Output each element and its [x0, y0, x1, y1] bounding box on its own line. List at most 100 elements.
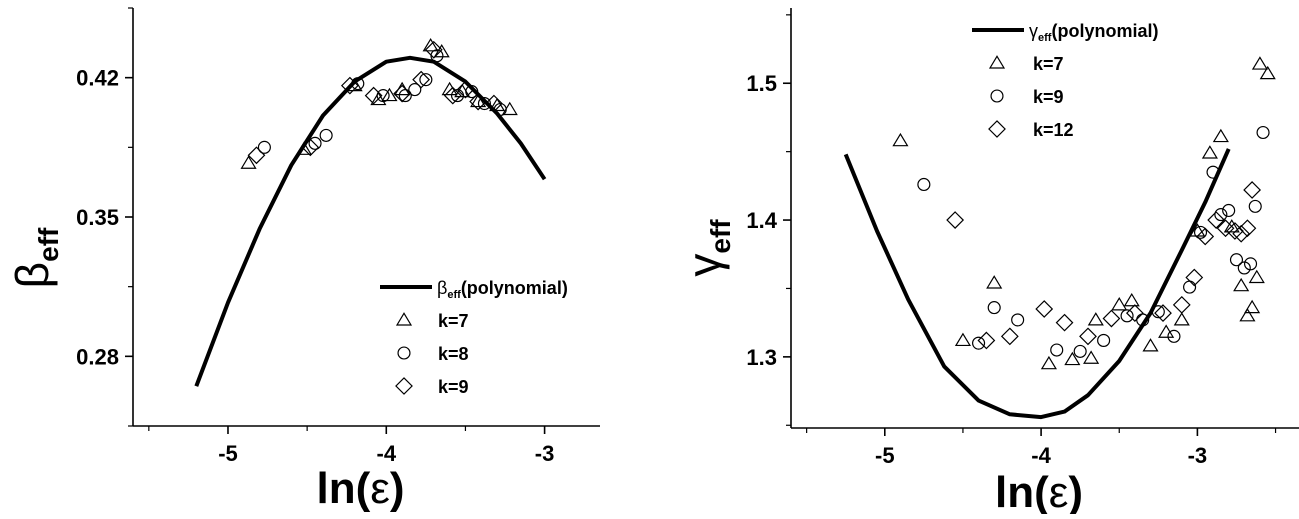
gamma-eff-chart: -5 -4 -31.31.41.5ln(ε)γeffγeff(polynomial)…: [678, 8, 1299, 517]
data-point-k-7: [1233, 277, 1250, 292]
y-axis-label-symbol: γ: [678, 254, 730, 277]
data-point-k-8: [419, 73, 433, 87]
data-point-k-12: [1226, 222, 1244, 240]
data-point-k-9: [364, 86, 383, 105]
data-point-k-12: [1079, 327, 1097, 346]
x-axis-label-paren: ): [1068, 468, 1083, 514]
y-tick-label: 1.5: [746, 71, 777, 96]
data-point-k-9: [917, 177, 931, 192]
y-axis-label-symbol: β: [6, 262, 58, 288]
data-point-k-7: [892, 132, 909, 147]
data-point-k-8: [465, 85, 479, 99]
data-point-k-8: [376, 89, 390, 103]
data-point-k-9: [485, 94, 503, 113]
data-point-k-7: [954, 332, 971, 347]
data-point-k-8: [450, 89, 465, 103]
data-point-k-8: [351, 77, 365, 91]
data-point-k-9: [301, 138, 320, 157]
legend-marker-k-8: [397, 346, 411, 360]
data-point-k-7: [1244, 299, 1261, 314]
data-point-k-9: [456, 80, 475, 99]
polynomial-fit-curve: [194, 55, 547, 387]
data-point-k-7: [240, 155, 257, 169]
data-point-k-9: [1243, 257, 1258, 271]
data-point-k-7: [1123, 292, 1140, 307]
legend-curve-label: γeff(polynomial): [1029, 21, 1158, 44]
data-point-k-9: [1011, 313, 1025, 327]
data-point-k-9: [1256, 125, 1270, 140]
data-point-k-12: [1154, 304, 1172, 322]
data-point-k-7: [370, 91, 387, 106]
legend-curve-symbol: β: [437, 278, 447, 298]
x-tick-label: -4: [1031, 443, 1051, 468]
data-point-k-7: [422, 38, 439, 52]
data-point-k-12: [1000, 327, 1019, 346]
data-point-k-12: [1172, 295, 1191, 314]
data-point-k-7: [1142, 338, 1159, 352]
data-point-k-7: [381, 87, 398, 102]
data-point-k-9: [247, 146, 266, 165]
x-tick-label: -4: [377, 441, 397, 466]
y-axis-label: γeff: [678, 219, 736, 277]
y-tick-label: 1.4: [746, 208, 777, 233]
data-point-k-9: [1248, 199, 1262, 213]
legend-curve-sub: eff: [447, 289, 461, 301]
x-axis-label-text: ln(: [995, 468, 1049, 514]
legend-marker-k-12: [988, 120, 1006, 138]
x-axis-label-var: ε: [1049, 468, 1069, 514]
data-point-k-9: [1073, 344, 1087, 358]
data-point-k-9: [443, 86, 462, 105]
data-point-k-8: [430, 49, 444, 63]
data-point-k-9: [972, 336, 986, 350]
y-tick-label: 0.35: [76, 205, 119, 230]
legend-label-k-8: k=8: [438, 344, 469, 364]
legend-curve-label: βeff(polynomial): [437, 278, 568, 301]
beta-eff-chart: -5 -4 -30.280.350.42ln(ε)βeffβeff(polynomi…: [6, 7, 600, 513]
x-tick-label: -3: [1188, 443, 1208, 468]
legend-marker-k-7: [988, 55, 1006, 69]
data-point-k-12: [1243, 181, 1262, 199]
data-point-k-7: [1064, 351, 1081, 366]
y-tick-label: 1.3: [746, 345, 777, 370]
data-point-k-7: [1158, 324, 1175, 338]
data-point-k-7: [1201, 145, 1218, 159]
y-axis-label-sub: eff: [33, 227, 64, 262]
data-point-k-7: [1239, 308, 1256, 322]
data-point-k-8: [408, 83, 422, 97]
data-point-k-7: [441, 81, 458, 96]
data-point-k-7: [1087, 312, 1104, 326]
legend-label-k-9: k=9: [1033, 87, 1064, 107]
data-point-k-7: [295, 141, 313, 155]
y-axis-label: βeff: [6, 227, 64, 288]
data-point-k-12: [1102, 309, 1121, 328]
data-point-k-9: [1229, 253, 1244, 267]
data-point-k-9: [1167, 329, 1181, 343]
data-point-k-12: [1125, 304, 1144, 322]
data-point-k-8: [319, 128, 333, 142]
legend-label-k-7: k=7: [438, 311, 469, 331]
data-point-k-9: [1193, 225, 1208, 239]
data-point-k-9: [412, 70, 431, 89]
data-point-k-12: [1207, 211, 1226, 229]
legend-marker-k-9: [990, 89, 1004, 103]
data-point-k-12: [1185, 268, 1204, 287]
data-point-k-12: [1196, 227, 1215, 246]
data-point-k-7: [1040, 355, 1057, 370]
data-point-k-7: [1083, 350, 1100, 364]
data-point-k-7: [1111, 297, 1128, 311]
data-point-k-8: [257, 140, 271, 154]
data-point-k-9: [1214, 208, 1228, 222]
data-point-k-8: [308, 136, 322, 150]
legend-curve-symbol: γ: [1029, 21, 1038, 41]
data-point-k-7: [470, 93, 487, 108]
data-point-k-12: [1035, 300, 1054, 318]
data-point-k-12: [1238, 219, 1257, 238]
data-point-k-7: [986, 275, 1003, 289]
data-point-k-7: [1251, 56, 1268, 70]
legend-label-k-9: k=9: [438, 377, 469, 397]
data-point-k-9: [1222, 203, 1236, 218]
data-point-k-9: [340, 76, 359, 95]
data-point-k-9: [1206, 165, 1220, 179]
data-point-k-9: [393, 84, 412, 103]
